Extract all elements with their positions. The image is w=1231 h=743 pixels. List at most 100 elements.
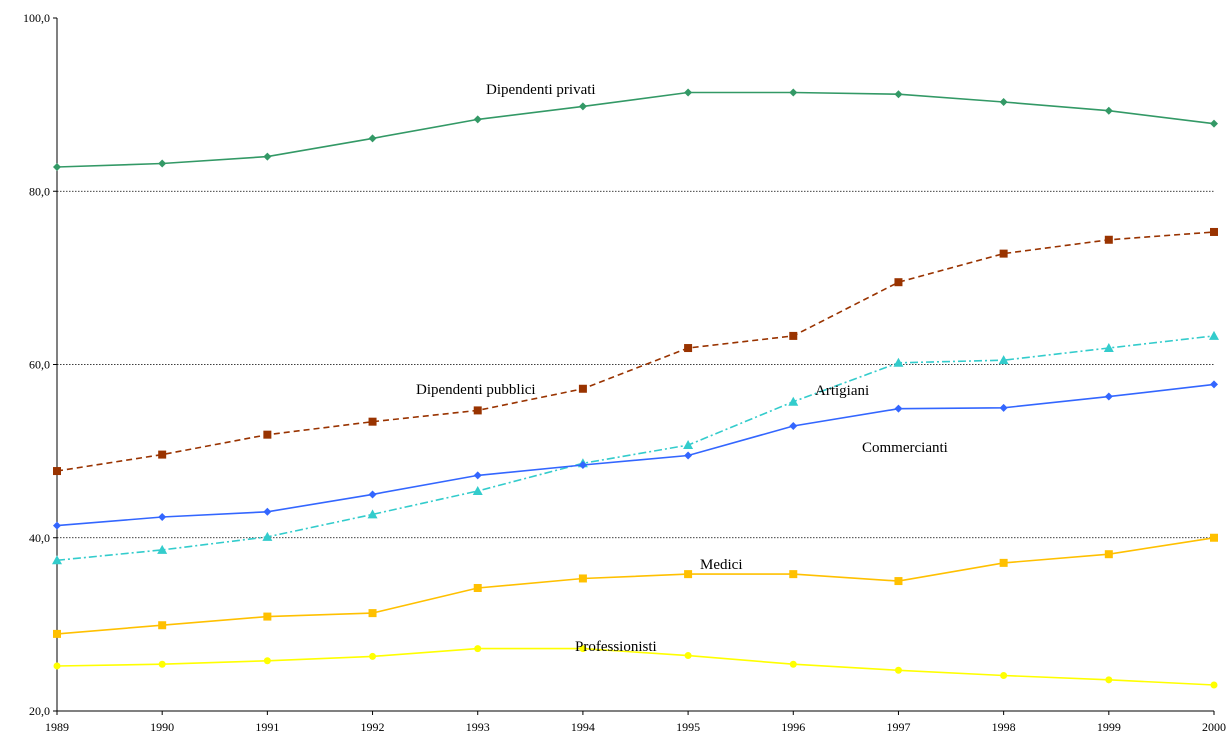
x-tick-label-1992: 1992 [361,720,385,734]
data-point-commercianti-1995 [684,451,693,460]
series-labels: Dipendenti privati Dipendenti pubblici A… [416,82,948,655]
series-line-artigiani [56,335,1215,562]
data-point-artigiani-1995 [683,440,694,450]
data-point-medici-1996 [789,570,798,579]
tick-labels: 20,0 40,0 60,0 80,0 100,0 1989 1990 1991 1992 199… [23,11,1226,734]
series-line-commercianti [56,383,1215,527]
series-label-dipendenti-pubblici: Dipendenti pubblici [416,382,536,398]
series-commercianti [53,380,1218,530]
series-label-medici: Medici [700,557,743,573]
data-point-professionisti-1999 [1105,676,1113,684]
data-point-professionisti-1991 [263,657,271,665]
data-point-medici-1989 [53,629,61,638]
data-point-artigiani-1998 [998,355,1009,365]
series-label-artigiani: Artigiani [815,383,869,399]
data-point-dipendenti-privati-1991 [263,152,272,161]
series-artigiani [52,330,1219,565]
y-tick-label-20: 20,0 [29,704,50,718]
data-point-artigiani-1992 [367,509,378,519]
data-point-commercianti-1999 [1104,392,1113,401]
series-line-medici [56,537,1215,635]
data-point-dipendenti-pubblici-1999 [1104,235,1113,244]
series-lines [52,88,1219,689]
x-tick-label-1998: 1998 [992,720,1016,734]
data-point-medici-1997 [894,577,903,586]
y-tick-label-60: 60,0 [29,358,50,372]
x-tick-label-2000: 2000 [1202,720,1226,734]
data-point-artigiani-1990 [157,544,168,554]
data-point-commercianti-1990 [158,512,167,521]
data-point-commercianti-1997 [894,404,903,413]
data-point-professionisti-1998 [1000,671,1008,679]
data-point-artigiani-1999 [1103,343,1114,353]
x-tick-label-1989: 1989 [45,720,69,734]
data-point-dipendenti-privati-1996 [789,88,798,97]
data-point-dipendenti-privati-1998 [999,98,1008,107]
data-point-professionisti-1992 [369,652,377,660]
series-line-dipendenti-privati [56,91,1215,168]
data-point-dipendenti-privati-1999 [1104,106,1113,115]
data-point-artigiani-1993 [472,485,483,495]
data-point-commercianti-2000 [1210,380,1218,389]
data-point-dipendenti-pubblici-1992 [368,417,377,426]
data-point-dipendenti-privati-1997 [894,90,903,99]
data-point-commercianti-1989 [53,521,61,530]
y-tick-label-80: 80,0 [29,184,50,198]
data-point-dipendenti-pubblici-1990 [158,450,167,459]
x-tick-label-1997: 1997 [886,720,910,734]
data-point-artigiani-2000 [1209,330,1219,340]
data-point-medici-1999 [1104,550,1113,559]
data-point-professionisti-1994 [579,645,587,653]
data-point-medici-1991 [263,612,272,621]
data-point-dipendenti-pubblici-2000 [1210,227,1218,236]
data-point-professionisti-1997 [894,666,902,674]
y-tick-label-40: 40,0 [29,531,50,545]
data-point-professionisti-1993 [474,645,482,653]
data-point-dipendenti-pubblici-1991 [263,430,272,439]
x-tick-label-1994: 1994 [571,720,595,734]
data-point-dipendenti-privati-2000 [1210,119,1218,128]
data-point-commercianti-1994 [578,460,587,469]
x-tick-label-1991: 1991 [255,720,279,734]
series-line-professionisti [56,647,1215,686]
x-tick-label-1995: 1995 [676,720,700,734]
data-point-dipendenti-privati-1994 [578,102,587,111]
data-point-professionisti-1989 [53,662,61,670]
data-point-professionisti-1996 [789,660,797,668]
data-point-commercianti-1991 [263,507,272,516]
gridlines [57,190,1214,539]
data-point-dipendenti-pubblici-1997 [894,278,903,287]
series-label-commercianti: Commercianti [862,440,948,456]
series-dipendenti-pubblici [53,227,1218,476]
series-professionisti [53,645,1218,689]
axes [56,18,1214,712]
data-point-professionisti-1990 [158,660,166,668]
data-point-dipendenti-pubblici-1998 [999,249,1008,258]
data-point-artigiani-1997 [893,357,904,367]
data-point-artigiani-1991 [262,531,273,541]
data-point-medici-1995 [684,570,693,579]
series-dipendenti-privati [53,88,1218,171]
data-point-professionisti-2000 [1210,681,1218,689]
data-point-commercianti-1996 [789,422,798,431]
series-label-professionisti: Professionisti [575,639,657,655]
x-tick-label-1999: 1999 [1097,720,1121,734]
data-point-commercianti-1992 [368,490,377,499]
data-point-artigiani-1989 [52,555,62,565]
data-point-dipendenti-pubblici-1995 [684,344,693,353]
data-point-dipendenti-pubblici-1996 [789,331,798,340]
data-point-dipendenti-privati-1990 [158,159,167,168]
data-point-dipendenti-privati-1993 [473,115,482,124]
data-point-medici-1998 [999,558,1008,567]
data-point-dipendenti-pubblici-1989 [53,467,61,476]
x-tick-label-1996: 1996 [781,720,805,734]
data-point-medici-1992 [368,609,377,618]
data-point-dipendenti-pubblici-1993 [473,406,482,415]
data-point-commercianti-1998 [999,403,1008,412]
data-point-dipendenti-pubblici-1994 [578,384,587,393]
data-point-medici-1990 [158,621,167,630]
data-point-artigiani-1996 [788,396,799,406]
x-tick-label-1993: 1993 [466,720,490,734]
data-point-dipendenti-privati-1992 [368,134,377,143]
